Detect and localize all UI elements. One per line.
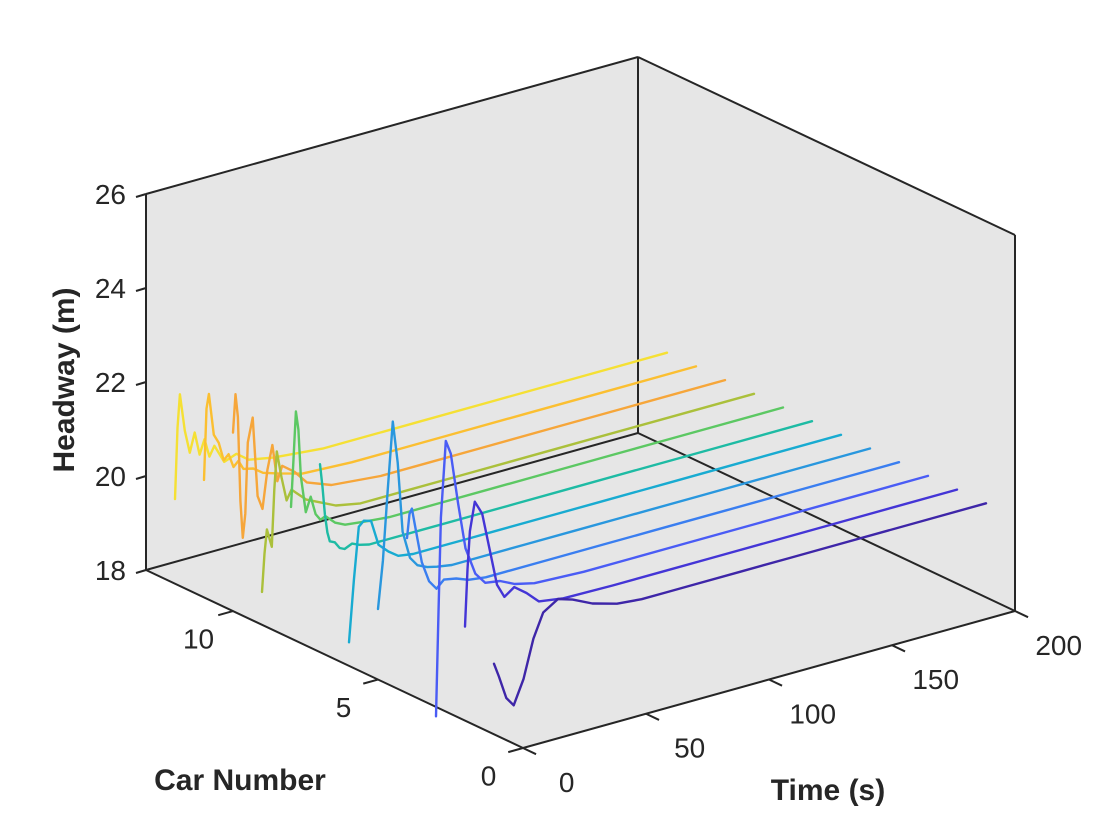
series-line-car-10: [231, 378, 727, 539]
back-wall-pane: [146, 57, 638, 570]
series-lines: [173, 351, 988, 718]
x-tick-mark: [768, 678, 783, 687]
edge-top-back: [145, 56, 639, 195]
x-tick-label: 100: [789, 698, 836, 729]
z-tick-mark: [135, 569, 147, 574]
y-tick-label: 10: [183, 624, 214, 655]
x-tick-label: 150: [912, 664, 959, 695]
series-line-car-4: [405, 461, 901, 590]
y-tick-mark: [507, 747, 524, 754]
car-axis-line: [145, 569, 524, 749]
y-tick-mark: [217, 610, 234, 617]
x-tick-mark: [891, 644, 906, 653]
z-tick-label: 22: [95, 367, 126, 398]
series-line-car-8: [289, 406, 785, 526]
z-axis-title: Headway (m): [48, 287, 81, 472]
series-line-car-2: [463, 488, 959, 628]
series-line-car-1: [492, 502, 988, 707]
y-tick-label: 0: [481, 761, 497, 792]
z-tick-label: 26: [95, 179, 126, 210]
x-axis-title: Time (s): [771, 774, 885, 807]
series-line-car-3: [434, 439, 930, 718]
x-tick-mark: [645, 712, 660, 721]
series-line-car-9: [260, 392, 756, 594]
edge-top-right: [637, 56, 1016, 236]
x-tick-label: 200: [1035, 630, 1082, 661]
z-tick-label: 20: [95, 461, 126, 492]
y-tick-label: 5: [336, 692, 352, 723]
z-tick-mark: [135, 475, 147, 480]
z-tick-mark: [135, 287, 147, 292]
y-axis-title: Car Number: [154, 764, 326, 797]
x-tick-mark: [522, 747, 537, 756]
side-wall-pane: [638, 57, 1015, 611]
edge-floor-back: [145, 432, 639, 571]
z-tick-label: 24: [95, 273, 126, 304]
tick-labels: 0 50 100 150 200 0 5 10 18 20 22 24 26: [95, 179, 1082, 798]
x-tick-label: 0: [559, 767, 575, 798]
z-tick-mark: [135, 381, 147, 386]
series-line-car-7: [318, 420, 814, 551]
y-tick-mark: [362, 678, 379, 685]
x-tick-mark: [1014, 610, 1029, 619]
x-tick-label: 50: [674, 733, 705, 764]
axis-panes: [145, 56, 1016, 749]
series-line-car-5: [376, 420, 872, 611]
axis-ticks: [135, 193, 1029, 756]
series-line-car-12: [173, 351, 669, 501]
series-line-car-11: [202, 365, 698, 482]
z-tick-mark: [135, 193, 147, 198]
z-tick-label: 18: [95, 555, 126, 586]
edge-floor-right: [637, 432, 1016, 612]
